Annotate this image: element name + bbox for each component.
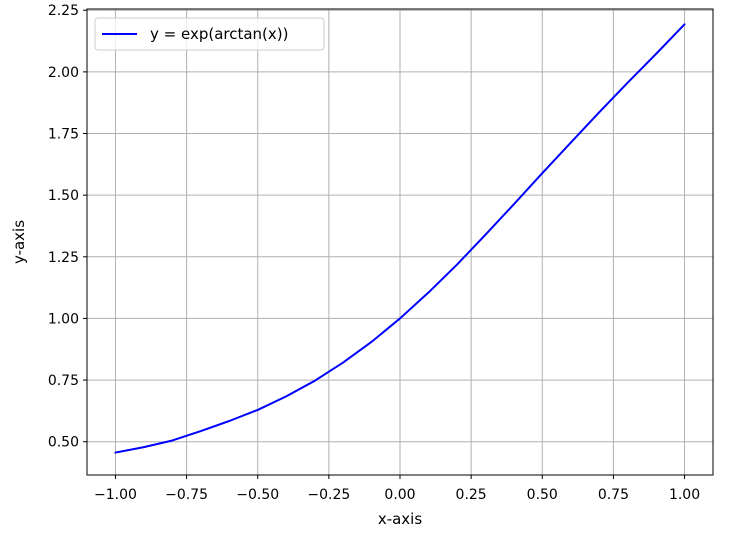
x-tick-label: 0.75 <box>598 487 629 503</box>
legend: y = exp(arctan(x)) <box>94 17 325 51</box>
y-axis-title: y-axis <box>10 220 28 264</box>
x-tick-label: −0.75 <box>165 487 208 503</box>
x-tick-label: −0.50 <box>236 487 279 503</box>
series-layer <box>114 23 686 454</box>
y-tick-label: 1.50 <box>48 188 79 204</box>
y-tick-label: 1.75 <box>48 127 79 143</box>
x-tick-label: 0.00 <box>384 487 415 503</box>
y-tick-label: 2.00 <box>48 65 79 81</box>
series-line <box>114 23 686 454</box>
x-tick-label: −1.00 <box>94 487 137 503</box>
x-axis-ticks: −1.00 −0.75 −0.50 −0.25 0.00 0.25 0.50 0.75 1.00 <box>94 475 700 503</box>
x-tick-label: 1.00 <box>669 487 700 503</box>
y-tick-label: 0.75 <box>48 373 79 389</box>
y-tick-label: 1.25 <box>48 250 79 266</box>
x-tick-label: 0.25 <box>456 487 487 503</box>
y-tick-label: 2.25 <box>48 3 79 19</box>
y-axis-ticks: 0.50 0.75 1.00 1.25 1.50 1.75 2.00 2.25 <box>48 3 87 451</box>
y-tick-label: 0.50 <box>48 435 79 451</box>
y-tick-label: 1.00 <box>48 311 79 327</box>
x-tick-label: −0.25 <box>307 487 350 503</box>
grid <box>87 9 713 475</box>
x-tick-label: 0.50 <box>527 487 558 503</box>
x-axis-title: x-axis <box>378 510 423 528</box>
legend-box <box>94 17 325 51</box>
legend-label: y = exp(arctan(x)) <box>150 25 289 43</box>
